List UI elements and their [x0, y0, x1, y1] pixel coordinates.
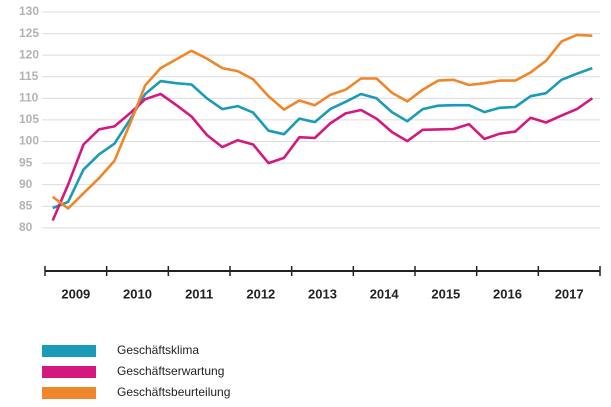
- y-tick-label: 130: [19, 4, 39, 18]
- y-tick-label: 120: [19, 47, 39, 61]
- legend-label: Geschäftserwartung: [117, 364, 224, 378]
- y-tick-label: 115: [19, 69, 39, 83]
- legend-swatch: [42, 387, 96, 399]
- y-tick-label: 125: [19, 26, 39, 40]
- legend-label: Geschäftsbeurteilung: [117, 385, 230, 399]
- legend-label: Geschäftsklima: [117, 343, 199, 357]
- x-tick-label: 2010: [123, 286, 152, 301]
- y-tick-label: 100: [19, 134, 39, 148]
- x-tick-label: 2009: [61, 286, 90, 301]
- y-tick-label: 95: [19, 155, 33, 169]
- x-tick-label: 2011: [185, 286, 213, 301]
- series-line: [52, 66, 593, 210]
- x-tick-label: 2015: [431, 286, 460, 301]
- y-tick-label: 105: [19, 112, 39, 126]
- y-tick-label: 85: [19, 198, 33, 212]
- y-tick-label: 110: [19, 91, 39, 105]
- x-tick-label: 2012: [246, 286, 275, 301]
- y-tick-label: 90: [19, 177, 33, 191]
- x-tick-label: 2017: [555, 286, 584, 301]
- legend-swatch: [42, 366, 96, 378]
- x-tick-label: 2013: [308, 286, 337, 301]
- legend-swatch: [42, 345, 96, 357]
- x-tick-label: 2014: [370, 286, 400, 301]
- series-line: [51, 92, 594, 222]
- y-tick-label: 80: [19, 220, 33, 234]
- series-line: [51, 33, 593, 210]
- x-tick-label: 2016: [493, 286, 522, 301]
